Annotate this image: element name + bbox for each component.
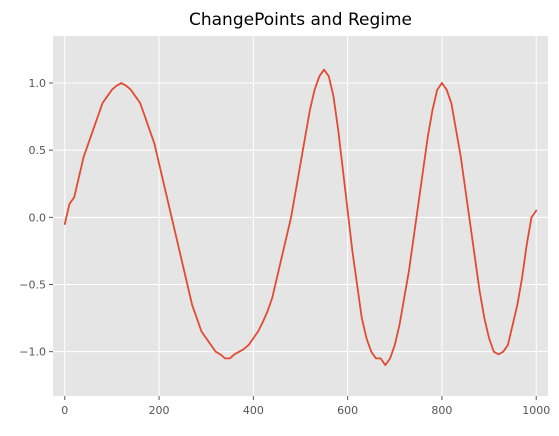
y-tick-label: 1.0: [29, 77, 47, 90]
x-axis: 0 200 400 600 800 1000: [61, 396, 550, 417]
series-line: [63, 68, 538, 367]
y-tick-label: 0.0: [29, 211, 47, 224]
x-tick-label: 600: [337, 404, 358, 417]
x-tick-label: 0: [61, 404, 68, 417]
grid: [53, 36, 548, 396]
series-layer: [63, 68, 538, 367]
x-tick-label: 1000: [522, 404, 550, 417]
x-tick-label: 800: [431, 404, 452, 417]
x-tick-label: 200: [149, 404, 170, 417]
chart-title: ChangePoints and Regime: [189, 10, 412, 30]
y-tick-label: 0.5: [29, 144, 47, 157]
y-axis: −1.0 −0.5 0.0 0.5 1.0: [19, 77, 53, 359]
x-tick-label: 400: [243, 404, 264, 417]
plot-background: [53, 36, 548, 396]
y-tick-label: −1.0: [19, 346, 46, 359]
y-tick-label: −0.5: [19, 279, 46, 292]
